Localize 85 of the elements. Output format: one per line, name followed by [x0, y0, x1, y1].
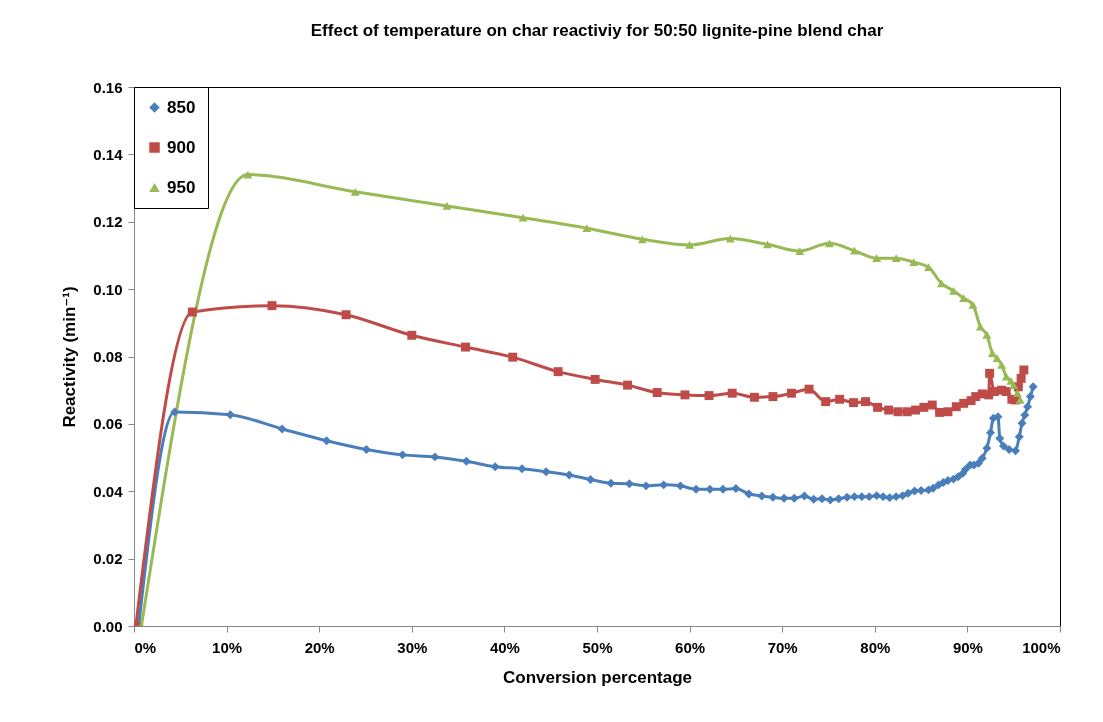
- point: [680, 390, 690, 400]
- y-tick-label: 0.16: [93, 78, 123, 96]
- point: [786, 388, 796, 398]
- point: [884, 405, 894, 415]
- chart-title: Effect of temperature on char reactiviy for 50:50 lignite-pine blend char: [310, 21, 884, 40]
- point: [442, 202, 452, 210]
- point: [768, 392, 778, 402]
- y-tick-label: 0.12: [93, 213, 123, 231]
- point: [937, 279, 946, 288]
- point: [1001, 372, 1011, 381]
- point: [1015, 396, 1025, 404]
- point: [911, 405, 921, 415]
- x-tick-label: 100%: [1022, 638, 1061, 656]
- point: [623, 380, 633, 390]
- point: [795, 247, 805, 255]
- point: [461, 342, 470, 352]
- point: [982, 331, 992, 339]
- point: [341, 310, 351, 320]
- point: [902, 407, 912, 417]
- point: [518, 213, 528, 222]
- point: [187, 307, 197, 317]
- y-tick-label: 0.14: [93, 145, 124, 163]
- point: [873, 402, 883, 412]
- y-tick-label: 0.00: [93, 617, 123, 635]
- point: [997, 361, 1007, 369]
- point: [590, 374, 600, 384]
- point: [350, 187, 360, 196]
- point: [992, 354, 1002, 363]
- point: [919, 402, 929, 412]
- x-axis-title: Conversion percentage: [503, 667, 692, 687]
- x-tick-label: 50%: [582, 638, 613, 656]
- y-tick-label: 0.02: [93, 550, 123, 568]
- point: [861, 397, 871, 407]
- x-tick-label: 60%: [675, 638, 706, 656]
- point: [749, 392, 759, 402]
- y-tick-label: 0.06: [93, 415, 123, 433]
- y-axis-title: Reactivity (min⁻¹): [60, 286, 80, 428]
- point: [893, 407, 903, 417]
- point: [824, 239, 834, 248]
- point: [891, 254, 901, 263]
- point: [1009, 381, 1019, 390]
- point: [849, 398, 858, 408]
- point: [924, 263, 933, 272]
- point: [508, 352, 518, 362]
- x-tick-label: 80%: [860, 638, 891, 656]
- y-tick-label: 0.08: [93, 348, 123, 365]
- legend-label: 950: [167, 177, 196, 197]
- point: [821, 397, 831, 407]
- x-tick-label: 70%: [767, 638, 798, 656]
- x-tick-label: 20%: [304, 638, 335, 656]
- x-tick-label: 0%: [134, 638, 157, 656]
- point: [835, 394, 845, 404]
- point: [1012, 389, 1022, 398]
- point: [704, 391, 714, 401]
- y-tick-label: 0.10: [93, 280, 123, 298]
- point: [582, 224, 592, 233]
- point: [1016, 373, 1026, 383]
- point: [987, 349, 997, 357]
- point: [968, 301, 978, 309]
- point: [685, 241, 695, 249]
- point: [849, 246, 859, 255]
- point: [652, 388, 662, 398]
- point: [1001, 387, 1011, 397]
- point: [985, 368, 995, 378]
- point: [762, 240, 772, 249]
- legend-label: 900: [167, 137, 196, 157]
- x-tick-label: 40%: [489, 638, 520, 656]
- point: [943, 407, 953, 417]
- y-tick-label: 0.04: [93, 482, 124, 500]
- point: [804, 384, 814, 394]
- point: [1019, 365, 1029, 375]
- point: [727, 388, 737, 398]
- point: [553, 367, 563, 377]
- x-tick-label: 90%: [952, 638, 983, 656]
- x-tick-label: 30%: [397, 638, 428, 656]
- point: [407, 330, 417, 340]
- point: [949, 286, 958, 295]
- point: [959, 398, 969, 408]
- point: [267, 301, 277, 311]
- point: [637, 235, 647, 244]
- point: [909, 258, 919, 267]
- point: [872, 254, 882, 263]
- legend-label: 850: [167, 97, 196, 117]
- point: [935, 407, 945, 417]
- x-tick-label: 10%: [212, 638, 243, 656]
